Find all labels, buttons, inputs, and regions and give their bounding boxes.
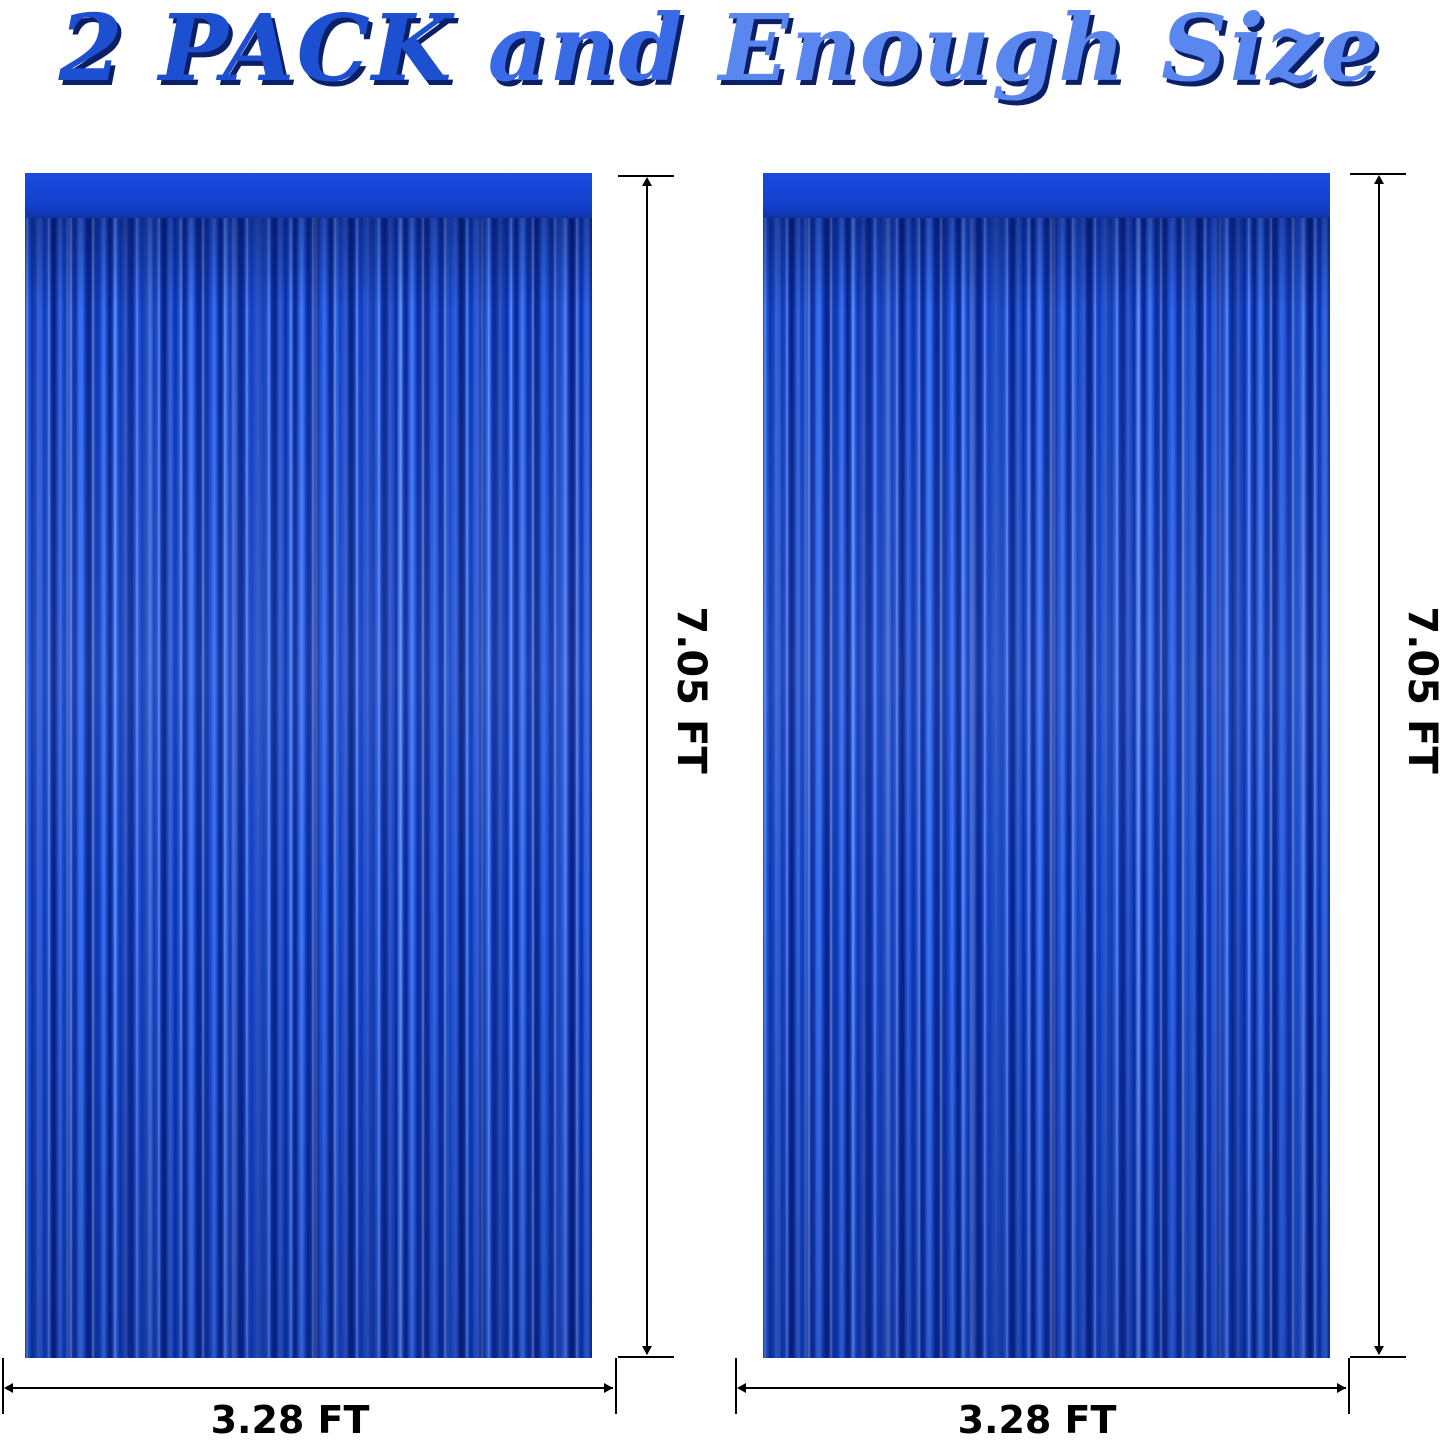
arrow-up-icon: [642, 177, 652, 186]
curtain-top-band: [25, 173, 592, 218]
curtain-image-left: [25, 173, 592, 1358]
width-dimension-left-tick: [735, 1358, 737, 1414]
headline: 2 PACK and Enough Size: [0, 0, 1440, 110]
height-dimension-line: [1378, 178, 1380, 1354]
headline-part-size: Enough Size: [718, 0, 1382, 102]
width-dimension-line: [739, 1387, 1346, 1389]
width-dimension-right-tick: [1348, 1358, 1350, 1414]
height-dimension-line: [646, 180, 648, 1354]
height-dimension-bottom-tick: [618, 1356, 674, 1358]
curtain-fringe: [25, 218, 592, 1358]
height-dimension-bottom-tick: [1350, 1356, 1406, 1358]
height-dimension-top-tick: [618, 175, 674, 177]
curtain-top-band: [763, 173, 1330, 218]
arrow-down-icon: [1374, 1346, 1384, 1355]
arrow-left-icon: [737, 1383, 746, 1393]
height-label: 7.05 FT: [1399, 606, 1440, 774]
arrow-up-icon: [1374, 175, 1384, 184]
height-label: 7.05 FT: [668, 606, 714, 774]
headline-part-pack: 2 PACK: [58, 0, 454, 102]
width-dimension-left-tick: [2, 1358, 4, 1414]
arrow-right-icon: [1337, 1383, 1346, 1393]
width-dimension-line: [6, 1387, 613, 1389]
width-dimension-right-tick: [615, 1358, 617, 1414]
arrow-down-icon: [642, 1346, 652, 1355]
arrow-right-icon: [604, 1383, 613, 1393]
width-label: 3.28 FT: [957, 1398, 1117, 1442]
height-dimension-top-tick: [1350, 173, 1406, 175]
headline-part-and: and: [487, 0, 685, 102]
curtain-image-right: [763, 173, 1330, 1358]
width-label: 3.28 FT: [210, 1398, 370, 1442]
arrow-left-icon: [4, 1383, 13, 1393]
curtain-fringe: [763, 218, 1330, 1358]
